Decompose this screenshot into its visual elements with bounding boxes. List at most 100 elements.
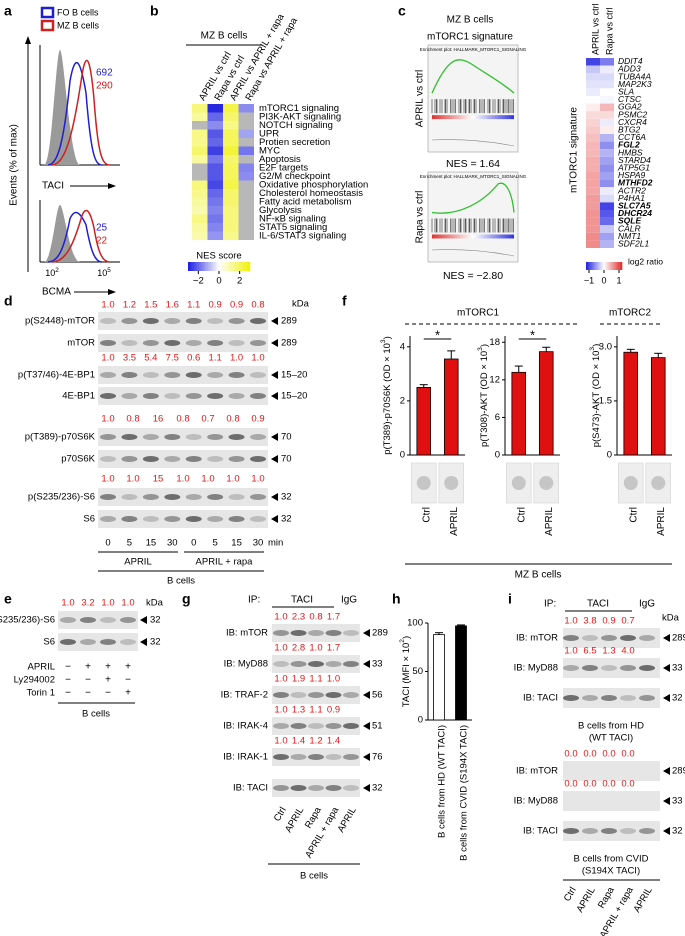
ip-label: IP: <box>544 599 556 610</box>
blot-band <box>325 723 342 729</box>
kda-label: 289 <box>281 316 297 327</box>
colorbar-segment <box>203 262 206 271</box>
heatmap-cell <box>600 96 614 104</box>
colorbar-segment <box>594 262 596 270</box>
kda-arrow <box>271 515 278 523</box>
blot-band <box>207 456 224 462</box>
time-label: 15 <box>231 538 242 549</box>
quantification: 1.0 <box>61 598 74 609</box>
blot-band <box>164 434 181 440</box>
quantification: 1.0 <box>274 736 287 747</box>
quantification: 1.0 <box>309 643 322 654</box>
heatmap-cell <box>207 214 223 223</box>
treatment-sign: + <box>105 662 111 673</box>
blot-band <box>100 372 116 378</box>
blot-band <box>121 340 138 346</box>
colorbar-segment <box>200 262 203 271</box>
quantification: 0.0 <box>564 779 577 790</box>
heatmap-cell <box>207 172 223 181</box>
heatmap-cell <box>223 104 239 113</box>
quantification: 1.0 <box>274 674 287 685</box>
kda-label: 15–20 <box>281 391 307 402</box>
dot-blot <box>411 462 437 504</box>
treatment-sign: − <box>65 675 71 686</box>
quantification: 1.0 <box>274 643 287 654</box>
blot-band <box>142 516 159 522</box>
blot-band <box>273 692 289 698</box>
panel-label: b <box>150 3 159 19</box>
quantification: 0.8 <box>126 414 139 425</box>
nes-value: NES = 1.64 <box>446 158 500 170</box>
kda-header: kDa <box>292 299 310 310</box>
row-label: G2/M checkpoint <box>259 171 331 182</box>
colorbar-segment <box>197 262 200 271</box>
kda-arrow <box>663 797 670 805</box>
colorbar-segment <box>226 262 229 271</box>
ip-label: IP: <box>248 595 260 606</box>
y-tick-label: 1.5 <box>599 395 612 406</box>
blot-band <box>290 661 307 667</box>
row-label: IL-6/STAT3 signaling <box>259 230 346 241</box>
bar <box>416 386 432 456</box>
bar <box>650 357 666 456</box>
gene-label: GGA2 <box>618 102 642 112</box>
colorbar-tick-label: −1 <box>584 275 594 285</box>
colorbar-segment <box>608 262 611 270</box>
histogram <box>47 211 103 263</box>
histogram <box>51 59 111 166</box>
quantification: 1.0 <box>226 474 239 485</box>
kda-label: 289 <box>672 766 685 777</box>
blot-band <box>100 617 116 623</box>
enrichment-curve <box>431 59 515 94</box>
kda-header: kDa <box>662 613 680 624</box>
blot-label: IB: IRAK-1 <box>223 752 268 763</box>
heatmap-cell <box>238 163 254 172</box>
heatmap-cell <box>586 172 600 180</box>
colorbar-segment <box>242 262 245 271</box>
heatmap-cell <box>600 179 614 188</box>
heatmap-cell <box>207 197 223 206</box>
blot-band <box>563 665 579 671</box>
heatmap-cell <box>600 88 614 96</box>
y-axis-label: TACI (MFI × 102) <box>399 636 412 707</box>
colorbar-segment <box>599 262 601 270</box>
heatmap-cell <box>192 172 208 181</box>
y-tick-label: 2 <box>400 395 405 406</box>
treatment-sign: − <box>105 688 111 699</box>
blot-band <box>250 318 266 324</box>
arrow-head <box>25 36 31 44</box>
treatment-sign: + <box>125 688 131 699</box>
blot-band <box>185 494 202 500</box>
colorbar-segment <box>593 262 595 270</box>
blot-label: IB: mTOR <box>516 633 558 644</box>
kda-label: 51 <box>372 721 383 732</box>
mfi-value: 290 <box>96 81 113 92</box>
heatmap-cell <box>586 187 600 195</box>
blot-band <box>142 456 159 462</box>
quantification: 1.0 <box>101 300 114 311</box>
y-tick-label: 0 <box>607 450 612 461</box>
lane-label: Ctrl <box>562 885 579 903</box>
blot-band <box>228 434 245 440</box>
blot-band <box>620 665 636 671</box>
colorbar-segment <box>198 262 201 271</box>
panel-title: MZ B cells <box>447 15 494 26</box>
y-axis-label: p(T308)-AKT (OD × 10 <box>479 351 490 447</box>
heatmap-cell <box>192 121 208 130</box>
heatmap-cell <box>223 121 239 130</box>
blot <box>272 717 360 735</box>
block-caption: (S194X TACI) <box>582 866 640 877</box>
comparison-label: APRIL vs ctrl <box>415 70 426 127</box>
heatmap-cell <box>600 240 614 248</box>
colorbar-segment <box>606 262 608 270</box>
heatmap-cell <box>207 163 223 172</box>
colorbar-segment <box>222 262 224 271</box>
colorbar-segment <box>246 262 249 271</box>
quantification: 3.5 <box>123 353 136 364</box>
colorbar-segment <box>228 262 231 271</box>
colorbar-segment <box>189 262 192 271</box>
blot-band <box>250 456 266 462</box>
colorbar-segment <box>225 262 228 271</box>
heatmap-cell <box>207 146 223 155</box>
colorbar-segment <box>209 262 212 271</box>
